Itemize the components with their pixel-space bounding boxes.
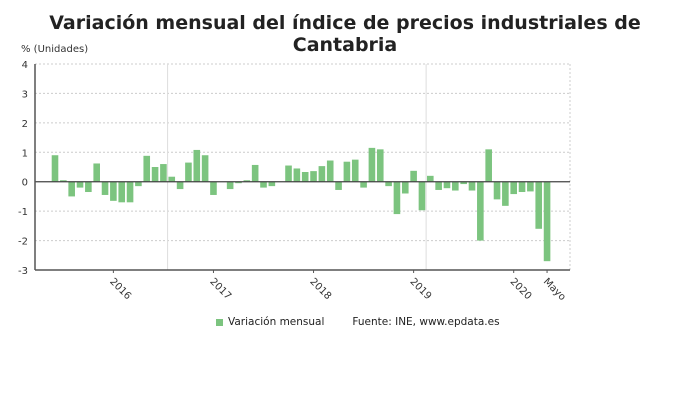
bar: [393, 181, 401, 215]
legend: Variación mensual Fuente: INE, www.epdat…: [216, 316, 500, 328]
bar: [452, 181, 459, 191]
bar: [285, 165, 292, 182]
bar: [435, 181, 442, 190]
bar: [368, 147, 376, 182]
bar: [410, 170, 417, 182]
bar: [401, 181, 409, 194]
chart-title: Variación mensual del índice de precios …: [49, 12, 641, 56]
y-tick-label: -2: [18, 237, 28, 248]
bar: [443, 181, 451, 189]
bar: [510, 181, 517, 195]
bar: [126, 181, 134, 203]
y-tick-label: 1: [22, 148, 28, 159]
bar: [251, 164, 259, 182]
bar: [168, 176, 176, 182]
bar: [185, 162, 192, 182]
bar: [477, 181, 484, 241]
bar: [260, 181, 267, 188]
x-tick-label: 2017: [207, 276, 233, 302]
bar: [427, 175, 434, 182]
bar: [110, 181, 117, 201]
bar: [376, 149, 384, 182]
bar: [151, 167, 159, 182]
bar: [201, 155, 209, 182]
bar: [502, 181, 509, 206]
bar: [176, 181, 184, 190]
y-tick-label: -3: [18, 266, 28, 277]
bar: [93, 163, 100, 182]
bar: [360, 181, 367, 188]
source-text: Fuente: INE, www.epdata.es: [352, 316, 500, 328]
bar: [351, 159, 359, 182]
bar: [310, 171, 317, 182]
bar: [235, 181, 242, 184]
y-tick-label: 0: [22, 178, 28, 189]
bar: [60, 180, 67, 182]
x-tick-label: Mayo: [541, 276, 568, 303]
bar: [493, 181, 501, 200]
legend-label: Variación mensual: [228, 316, 325, 328]
bar: [135, 181, 142, 187]
bar: [485, 149, 492, 182]
bar: [76, 181, 84, 188]
bar: [385, 181, 392, 187]
bar: [268, 181, 276, 187]
y-tick-label: 2: [22, 119, 28, 130]
bar: [293, 168, 301, 182]
bar: [226, 181, 234, 190]
y-tick-label: 3: [22, 89, 28, 100]
y-tick-label: 4: [22, 60, 28, 71]
bar: [527, 181, 534, 192]
bar: [460, 181, 467, 185]
bar: [535, 181, 543, 229]
bar: [543, 181, 551, 262]
bar: [335, 181, 342, 190]
bar: [68, 181, 75, 197]
bar: [326, 160, 334, 182]
y-tick-label: -1: [18, 207, 28, 218]
bar: [468, 181, 476, 191]
y-axis-label: % (Unidades): [21, 44, 89, 55]
bar: [343, 161, 351, 182]
x-tick-label: 2019: [407, 276, 433, 302]
legend-swatch: [216, 318, 223, 326]
x-tick-label: 2016: [107, 276, 133, 302]
bar: [301, 172, 309, 182]
x-tick-label: 2018: [307, 276, 333, 302]
bar: [418, 181, 426, 211]
bar: [101, 181, 109, 195]
bar: [243, 180, 251, 182]
bar: [85, 181, 92, 193]
bar: [51, 155, 59, 182]
bar: [318, 166, 326, 182]
bar: [518, 181, 526, 193]
bar: [118, 181, 126, 203]
bar: [143, 155, 151, 182]
bar: [160, 164, 167, 182]
bar: [210, 181, 217, 195]
x-tick-label: 2020: [508, 276, 534, 302]
bar: [193, 149, 201, 182]
